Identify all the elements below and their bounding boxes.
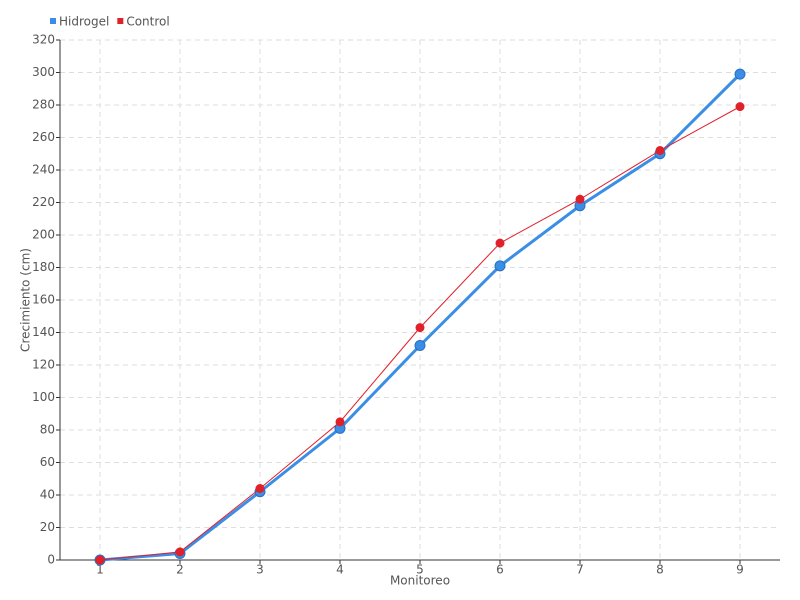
data-point — [494, 260, 506, 272]
y-tick-label: 200 — [32, 228, 55, 242]
y-tick-label: 0 — [47, 553, 55, 567]
data-point — [95, 555, 105, 565]
data-point — [415, 323, 425, 333]
x-tick-label: 7 — [576, 563, 584, 577]
x-tick-label: 1 — [96, 563, 104, 577]
y-tick-label: 140 — [32, 325, 55, 339]
series-line — [99, 73, 742, 562]
y-axis-title: Crecimiento (cm) — [19, 248, 33, 352]
data-point — [414, 340, 426, 351]
x-tick-label: 5 — [416, 563, 424, 577]
y-tick-label: 20 — [40, 520, 55, 534]
data-point — [575, 194, 585, 204]
x-tick-label: 3 — [256, 563, 264, 577]
x-axis-title: Monitoreo — [390, 574, 450, 588]
y-tick-label: 160 — [32, 293, 55, 307]
y-tick-label: 40 — [40, 488, 55, 502]
y-tick-label: 80 — [40, 423, 55, 437]
x-tick-label: 8 — [656, 563, 664, 577]
y-tick-label: 120 — [32, 358, 55, 372]
data-point — [335, 417, 345, 427]
y-tick-label: 180 — [32, 260, 55, 274]
y-tick-label: 240 — [32, 163, 55, 177]
data-point — [734, 68, 746, 80]
y-tick-label: 100 — [32, 390, 55, 404]
x-tick-label: 9 — [736, 563, 744, 577]
x-tick-label: 6 — [496, 563, 504, 577]
legend-swatch — [117, 18, 124, 24]
y-tick-label: 280 — [32, 98, 55, 112]
x-tick-label: 4 — [336, 563, 344, 577]
x-tick-label: 2 — [176, 563, 184, 577]
y-tick-label: 220 — [32, 195, 55, 209]
data-point — [175, 547, 185, 557]
data-point — [655, 146, 665, 155]
data-point — [735, 102, 745, 112]
data-point — [255, 484, 265, 493]
y-tick-label: 60 — [40, 455, 55, 469]
y-tick-label: 300 — [32, 65, 55, 79]
data-point — [495, 238, 505, 248]
legend-label: Hidrogel — [59, 15, 109, 29]
y-tick-label: 260 — [32, 130, 55, 144]
legend-swatch — [50, 18, 56, 24]
y-tick-label: 320 — [32, 33, 55, 47]
legend-label: Control — [126, 15, 169, 29]
